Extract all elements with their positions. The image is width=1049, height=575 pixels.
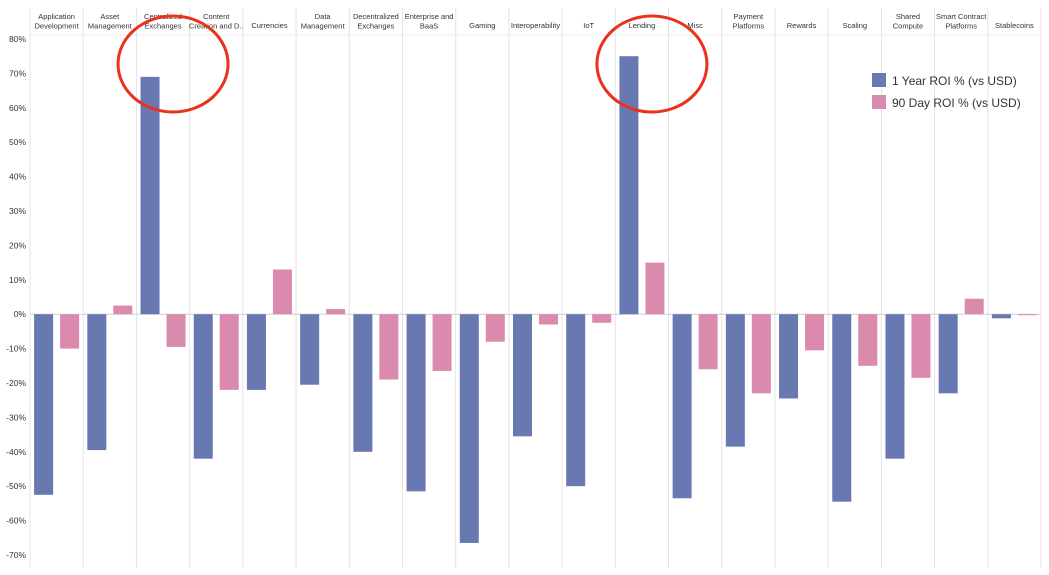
category-label: Decentralized Exchanges [353, 12, 399, 31]
category-label: Asset Management [88, 12, 133, 31]
category-label: Lending [629, 21, 656, 30]
bar-1-year [193, 314, 213, 459]
category-label: Interoperability [511, 21, 560, 30]
bar-1-year [246, 314, 266, 390]
y-tick-label: -40% [6, 447, 26, 457]
bar-90-day [113, 305, 133, 315]
y-tick-label: -30% [6, 412, 26, 422]
bar-1-year [34, 314, 54, 495]
category-label: Stablecoins [995, 21, 1034, 30]
legend-label-90-day: 90 Day ROI % (vs USD) [892, 96, 1021, 110]
y-tick-label: -20% [6, 378, 26, 388]
legend: 1 Year ROI % (vs USD) 90 Day ROI % (vs U… [872, 73, 1021, 110]
bar-90-day [539, 314, 558, 325]
bar-90-day [911, 314, 931, 378]
bar-1-year [300, 314, 320, 385]
bar-1-year [406, 314, 426, 492]
y-tick-label: -60% [6, 516, 26, 526]
bar-90-day [326, 309, 346, 315]
category-label: Rewards [787, 21, 817, 30]
annotations [116, 14, 709, 114]
y-tick-label: 30% [9, 206, 26, 216]
y-tick-label: -70% [6, 550, 26, 560]
bar-90-day [272, 269, 292, 315]
bar-90-day [166, 314, 186, 347]
category-label: Shared Compute [893, 12, 923, 31]
bar-90-day [698, 314, 718, 370]
category-label: Content Creation and D.. [189, 12, 244, 31]
bar-90-day [485, 314, 505, 342]
category-label: Currencies [251, 21, 288, 30]
y-tick-label: 60% [9, 103, 26, 113]
y-tick-label: 50% [9, 137, 26, 147]
y-tick-label: 80% [9, 34, 26, 44]
y-tick-label: 70% [9, 68, 26, 78]
legend-label-1-year: 1 Year ROI % (vs USD) [892, 74, 1017, 88]
bar-1-year [140, 76, 160, 315]
bar-90-day [432, 314, 452, 371]
highlight-circle [595, 14, 709, 114]
bar-1-year [885, 314, 905, 459]
bar-90-day [805, 314, 825, 351]
category-label: Application Development [35, 12, 80, 31]
bar-1-year [991, 314, 1011, 319]
bar-1-year [779, 314, 799, 399]
y-tick-label: 0% [14, 309, 27, 319]
y-tick-label: 40% [9, 172, 26, 182]
bar-90-day [858, 314, 878, 366]
category-label: Gaming [469, 21, 495, 30]
bar-1-year [87, 314, 107, 451]
bar-1-year [619, 56, 639, 315]
category-label: Scaling [842, 21, 867, 30]
y-tick-label: -50% [6, 481, 26, 491]
y-tick-label: 10% [9, 275, 26, 285]
bar-90-day [379, 314, 399, 380]
legend-swatch-90-day [872, 95, 886, 109]
bar-1-year [672, 314, 692, 499]
bars [34, 56, 1037, 543]
y-tick-label: -10% [6, 344, 26, 354]
category-label: Misc [687, 21, 703, 30]
bar-1-year [566, 314, 586, 487]
bar-1-year [725, 314, 745, 447]
bar-1-year [832, 314, 852, 502]
category-label: Data Management [301, 12, 346, 31]
bar-90-day [60, 314, 80, 349]
bar-90-day [645, 262, 665, 315]
grid-layer [29, 8, 1042, 568]
y-axis-ticks: 80% 70% 60% 50% 40% 30% 20% 10% 0% -10% -20% -30% -4… [6, 34, 26, 560]
category-label: Smart Contract Platforms [936, 12, 987, 31]
category-label: Payment Platforms [732, 12, 764, 31]
bar-90-day [219, 314, 239, 390]
bar-90-day [1017, 314, 1037, 316]
bar-1-year [353, 314, 373, 452]
bar-1-year [938, 314, 958, 394]
y-tick-label: 20% [9, 240, 26, 250]
bar-1-year [513, 314, 532, 437]
category-label: Enterprise and BaaS [405, 12, 454, 31]
bar-1-year [459, 314, 479, 543]
bar-90-day [964, 298, 984, 315]
highlight-circle [116, 14, 230, 114]
category-label: IoT [583, 21, 594, 30]
legend-swatch-1-year [872, 73, 886, 87]
bar-90-day [592, 314, 612, 323]
bar-90-day [751, 314, 771, 394]
